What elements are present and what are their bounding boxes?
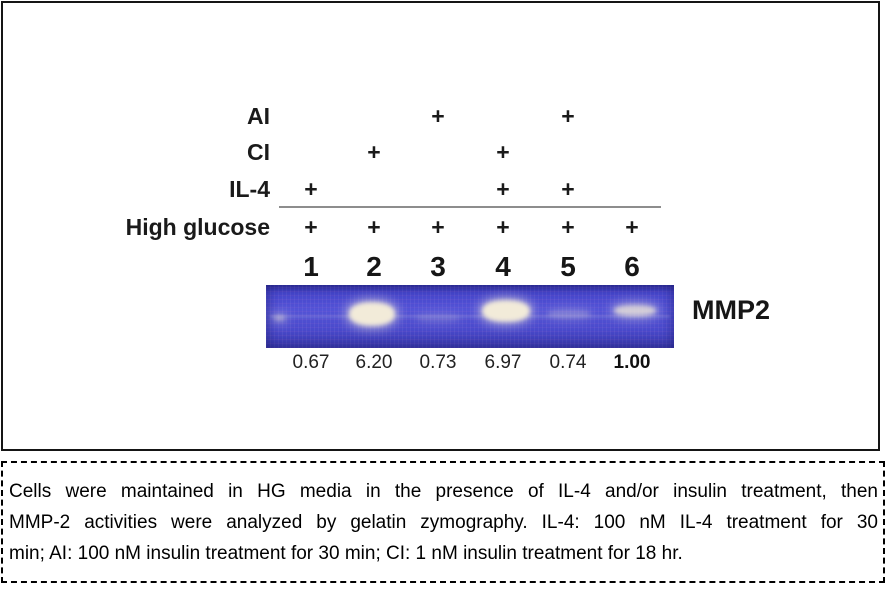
- mmp2-band-label: MMP2: [692, 295, 771, 325]
- gel-band-lane-1: [274, 315, 285, 321]
- treatment-label-high-glucose: High glucose: [125, 214, 270, 240]
- density-value-reference: 1.00: [613, 352, 651, 373]
- treatment-label-ci: CI: [247, 139, 270, 165]
- gel-image: [266, 285, 674, 348]
- treatment-cell: +: [431, 214, 445, 240]
- treatment-cell: +: [561, 176, 575, 202]
- treatment-cell: +: [367, 214, 381, 240]
- lane-number: 1: [303, 251, 319, 282]
- gel-band-lane-6: [614, 305, 656, 316]
- figure-caption-box: Cells were maintained in HG media in the…: [1, 461, 885, 583]
- gel-background-streak: [270, 315, 670, 318]
- density-value: 0.73: [419, 352, 457, 373]
- treatment-cell: +: [496, 214, 510, 240]
- treatment-cell: +: [561, 103, 575, 129]
- treatment-cell: +: [561, 214, 575, 240]
- treatment-label-ai: AI: [247, 103, 270, 129]
- density-value: 0.67: [292, 352, 330, 373]
- density-value: 6.20: [355, 352, 393, 373]
- gel-band-lane-2: [349, 302, 395, 326]
- treatment-cell: +: [304, 176, 318, 202]
- treatment-cell: +: [496, 139, 510, 165]
- gel-band-lane-3: [417, 314, 459, 322]
- caption-line: min; AI: 100 nM insulin treatment for 30…: [9, 543, 683, 564]
- treatment-separator-line: [279, 206, 661, 208]
- lane-number: 2: [366, 251, 382, 282]
- lane-number: 6: [624, 251, 640, 282]
- gel-band-lane-5: [548, 310, 590, 318]
- density-value: 6.97: [484, 352, 522, 373]
- density-value: 0.74: [549, 352, 587, 373]
- treatment-cell: +: [496, 176, 510, 202]
- lane-number: 4: [495, 251, 511, 282]
- gel-band-lane-4: [482, 300, 530, 322]
- caption-line: MMP-2 activities were analyzed by gelati…: [9, 512, 878, 533]
- treatment-cell: +: [625, 214, 639, 240]
- treatment-cell: +: [367, 139, 381, 165]
- treatment-cell: +: [304, 214, 318, 240]
- lane-number: 3: [430, 251, 446, 282]
- figure-frame: [1, 1, 880, 451]
- treatment-label-il4: IL-4: [229, 176, 270, 202]
- treatment-cell: +: [431, 103, 445, 129]
- lane-number: 5: [560, 251, 576, 282]
- caption-line: Cells were maintained in HG media in the…: [9, 481, 878, 502]
